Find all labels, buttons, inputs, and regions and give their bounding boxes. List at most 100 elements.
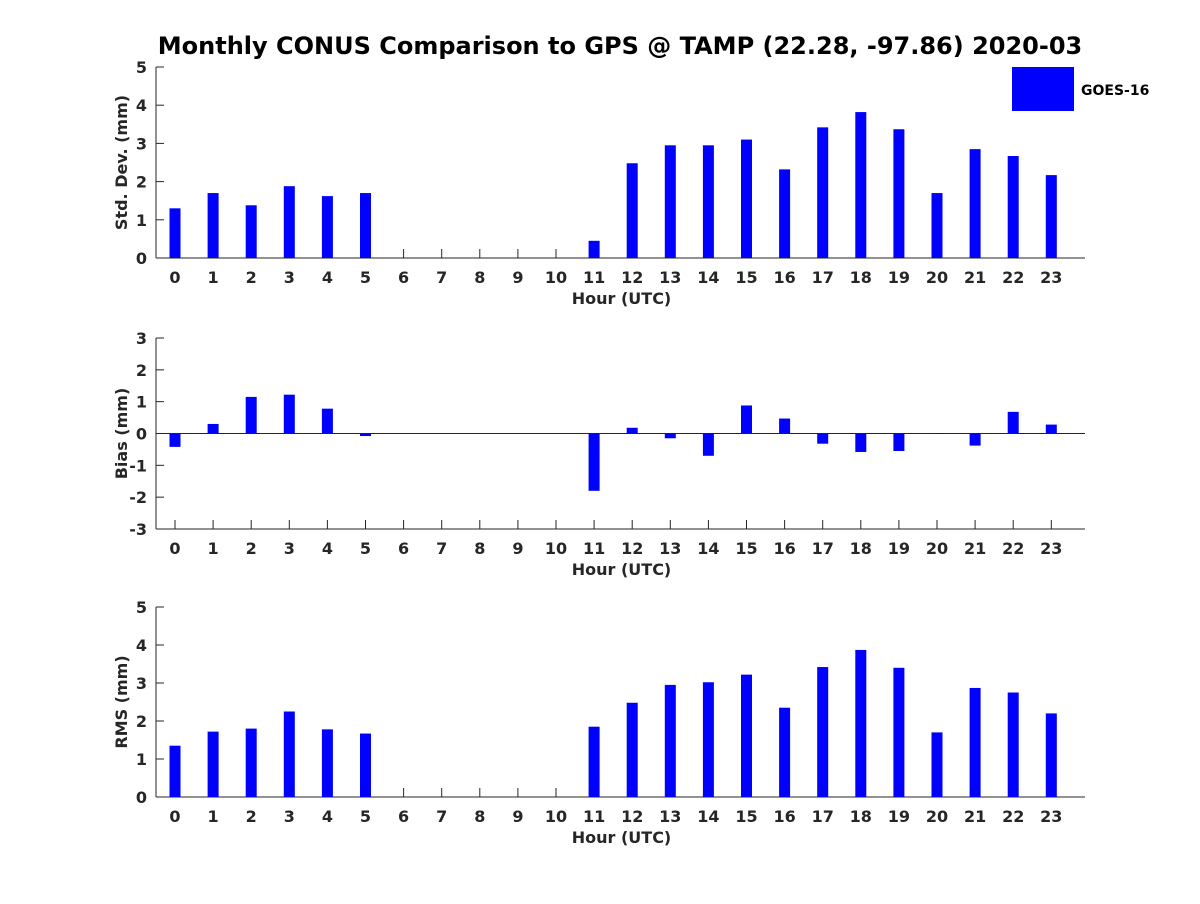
bar [1007,411,1019,434]
x-tick-label: 11 [583,807,605,826]
bar [1007,692,1019,797]
bar [321,408,333,434]
x-tick-label: 19 [888,539,910,558]
x-tick-label: 6 [398,539,409,558]
x-tick-label: 22 [1002,807,1024,826]
bar [169,433,181,447]
bar [588,240,600,258]
bar [245,205,257,258]
bar [855,649,867,797]
y-tick-label: 1 [136,750,147,769]
bar [1045,713,1057,797]
x-tick-label: 12 [621,807,643,826]
legend: GOES-16 [1012,67,1149,111]
bar [664,684,676,797]
x-tick-label: 23 [1040,268,1062,287]
bar [1045,175,1057,258]
bar [626,163,638,258]
bar [207,423,219,434]
x-tick-label: 16 [773,268,795,287]
x-tick-label: 9 [512,807,523,826]
x-tick-label: 13 [659,807,681,826]
bar [893,129,905,258]
x-tick-label: 8 [474,807,485,826]
bar [741,139,752,258]
x-tick-label: 15 [735,807,757,826]
bar [207,731,219,797]
bar [969,149,981,258]
y-tick-label: -2 [129,488,147,507]
x-tick-label: 22 [1002,539,1024,558]
bar [245,728,257,797]
x-tick-label: 20 [926,807,948,826]
bar [893,433,905,452]
x-tick-label: 17 [812,539,834,558]
x-tick-label: 14 [697,807,719,826]
bar [1007,156,1019,258]
x-tick-label: 21 [964,539,986,558]
x-tick-label: 18 [850,268,872,287]
x-tick-label: 20 [926,268,948,287]
y-tick-label: 0 [136,425,147,444]
y-tick-label: -1 [129,456,147,475]
x-tick-label: 0 [169,268,180,287]
x-tick-label: 5 [360,807,371,826]
x-tick-label: 14 [697,268,719,287]
bar [360,733,371,797]
x-tick-label: 4 [322,268,333,287]
bar [283,711,295,797]
x-tick-label: 15 [735,268,757,287]
x-tick-label: 18 [850,807,872,826]
x-tick-label: 2 [246,539,257,558]
x-tick-label: 4 [322,807,333,826]
x-tick-label: 8 [474,268,485,287]
x-tick-label: 5 [360,268,371,287]
x-tick-label: 1 [208,807,219,826]
x-tick-label: 19 [888,807,910,826]
bar [283,186,295,258]
bar [779,707,791,797]
x-tick-label: 17 [812,268,834,287]
x-tick-label: 10 [545,539,567,558]
bar [817,433,829,444]
x-tick-label: 13 [659,539,681,558]
bar [931,433,943,434]
bar [321,196,333,258]
bar [664,433,676,439]
bar [360,433,371,437]
bar [817,667,829,797]
bar [969,433,981,446]
bar [664,145,676,258]
x-tick-label: 3 [284,268,295,287]
x-tick-label: 15 [735,539,757,558]
bar [283,394,295,434]
x-tick-label: 23 [1040,539,1062,558]
x-tick-label: 21 [964,268,986,287]
bar [741,674,752,797]
bar [931,193,943,258]
bar [702,682,714,797]
x-tick-label: 23 [1040,807,1062,826]
bar [702,145,714,258]
chart-title: Monthly CONUS Comparison to GPS @ TAMP (… [158,32,1082,60]
x-axis-label: Hour (UTC) [572,560,672,579]
bar [321,729,333,797]
x-tick-label: 5 [360,539,371,558]
x-tick-label: 7 [436,268,447,287]
x-tick-label: 7 [436,807,447,826]
y-axis-label: Bias (mm) [112,388,131,480]
x-tick-label: 21 [964,807,986,826]
x-tick-label: 3 [284,807,295,826]
x-tick-label: 6 [398,268,409,287]
x-tick-label: 8 [474,539,485,558]
x-tick-label: 0 [169,807,180,826]
bar [855,112,867,259]
x-tick-label: 1 [208,268,219,287]
bar [360,193,371,258]
bar [893,667,905,797]
x-tick-label: 16 [773,807,795,826]
y-tick-label: 3 [136,329,147,348]
bar [626,702,638,797]
x-tick-label: 11 [583,268,605,287]
x-tick-label: 13 [659,268,681,287]
